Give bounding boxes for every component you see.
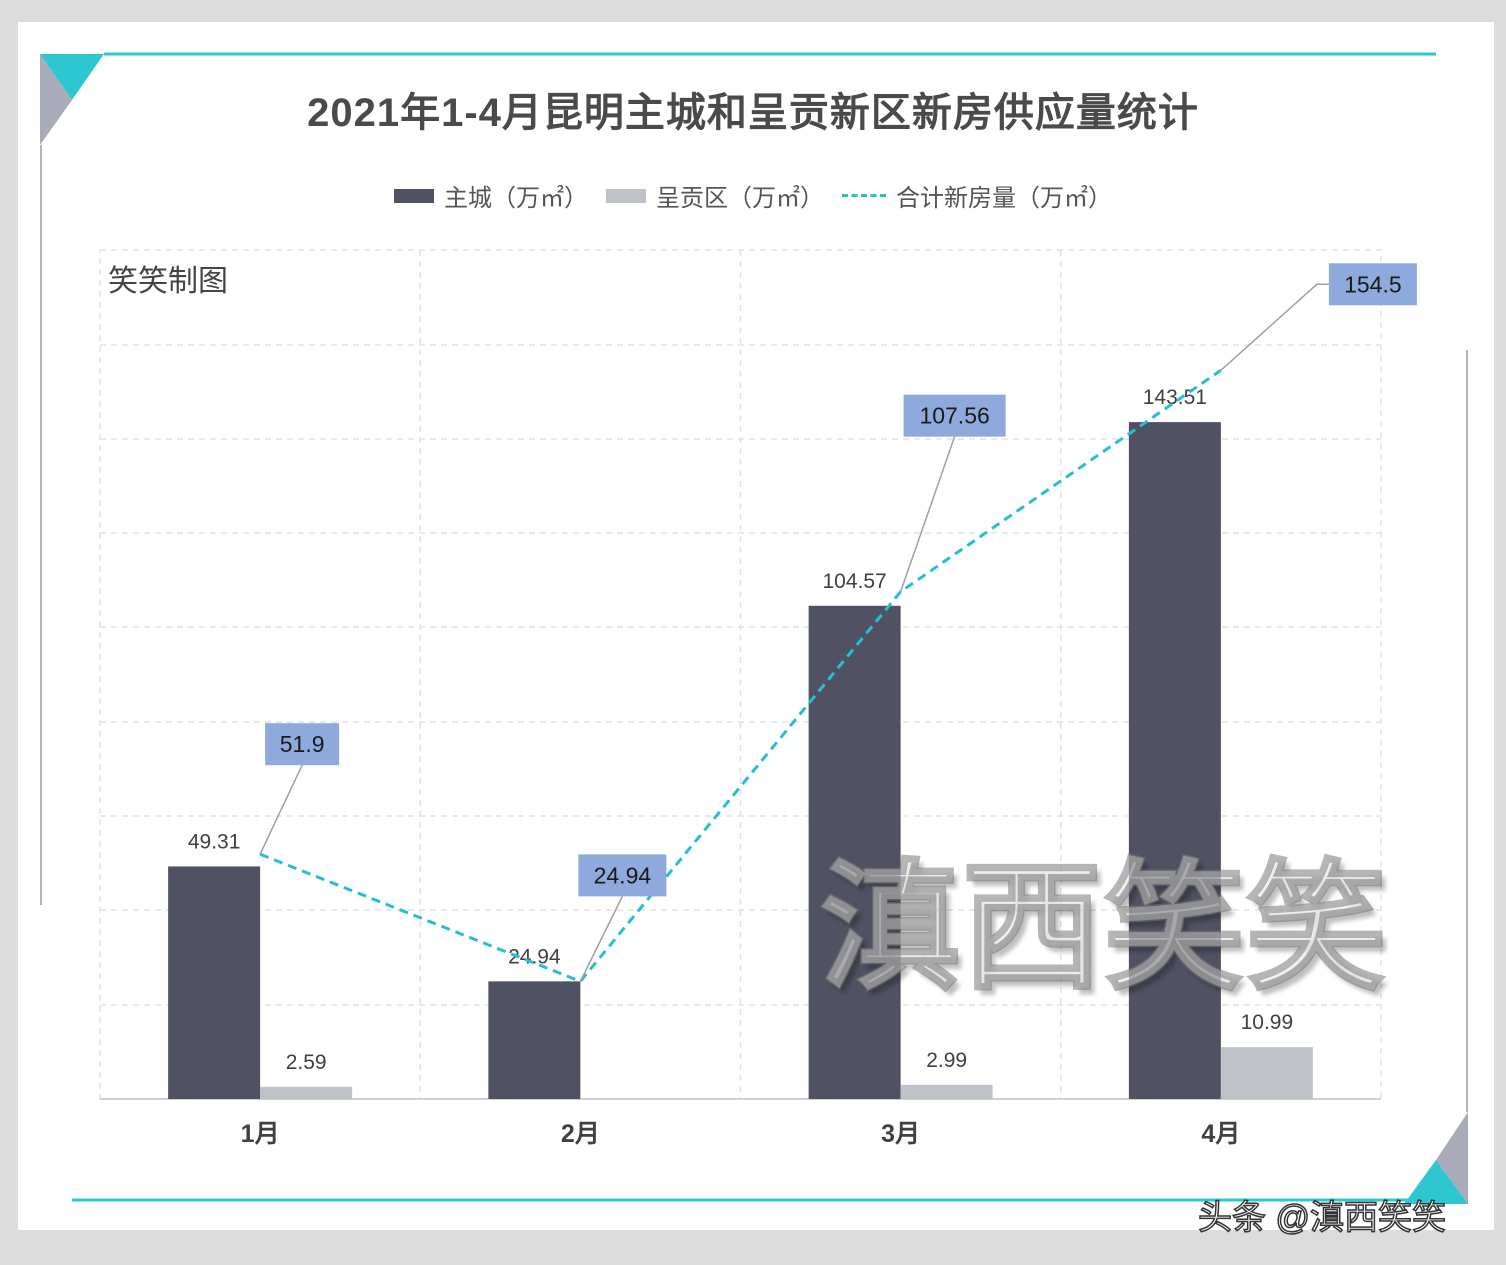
data-label-total: 51.9 xyxy=(280,731,325,757)
data-label-total: 107.56 xyxy=(919,403,989,429)
data-label-chenggong: 2.59 xyxy=(286,1051,327,1074)
total-callout-leader xyxy=(899,436,956,592)
data-label-total: 24.94 xyxy=(594,862,652,888)
bar-chenggong xyxy=(260,1086,353,1099)
bar-main xyxy=(808,605,901,1099)
x-tick-label: 3月 xyxy=(881,1120,920,1148)
top-left-teal-triangle xyxy=(40,54,104,100)
data-label-chenggong: 10.99 xyxy=(1241,1011,1294,1034)
line-total xyxy=(259,369,1222,984)
footer-credit: 头条 @滇西笑笑 xyxy=(1197,1198,1446,1238)
legend: 主城（万㎡） 呈贡区（万㎡） 合计新房量（万㎡） xyxy=(0,178,1506,213)
legend-swatch-main xyxy=(394,188,434,203)
legend-item-main: 主城（万㎡） xyxy=(394,178,588,213)
legend-label-total: 合计新房量（万㎡） xyxy=(896,185,1112,212)
legend-item-total: 合计新房量（万㎡） xyxy=(842,178,1112,213)
bar-main xyxy=(168,866,261,1099)
chart-title: 2021年1-4月昆明主城和呈贡新区新房供应量统计 xyxy=(307,91,1199,135)
data-label-chenggong: 2.99 xyxy=(926,1049,967,1072)
bar-chenggong xyxy=(1220,1047,1313,1099)
x-tick-label: 2月 xyxy=(561,1120,600,1148)
legend-label-main: 主城（万㎡） xyxy=(444,185,588,212)
data-label-main: 143.51 xyxy=(1143,386,1207,409)
total-callout-box xyxy=(903,394,1006,437)
legend-swatch-chenggong xyxy=(606,188,646,203)
legend-item-chenggong: 呈贡区（万㎡） xyxy=(606,178,824,213)
legend-swatch-total xyxy=(842,194,886,197)
top-left-gray-triangle xyxy=(40,54,72,145)
total-callout-box xyxy=(578,854,667,897)
total-callout-box xyxy=(265,723,340,766)
bar-main xyxy=(1128,422,1221,1099)
data-label-main: 24.94 xyxy=(508,945,561,968)
total-callout-leader xyxy=(259,764,303,855)
total-callout-leader xyxy=(579,896,624,982)
total-callout-leader xyxy=(1220,283,1329,371)
bar-main xyxy=(488,981,581,1099)
chart-card xyxy=(40,54,1468,1204)
data-label-main: 49.31 xyxy=(188,830,241,853)
bar-chenggong xyxy=(900,1084,993,1099)
legend-label-chenggong: 呈贡区（万㎡） xyxy=(656,185,824,212)
data-label-main: 104.57 xyxy=(823,570,887,593)
bottom-right-gray-triangle xyxy=(1436,1112,1468,1204)
total-callout-box xyxy=(1328,263,1417,306)
x-tick-label: 4月 xyxy=(1201,1120,1240,1148)
x-tick-label: 1月 xyxy=(241,1120,280,1148)
watermark-center: 滇西笑笑 xyxy=(818,848,1389,1008)
watermark-corner: 笑笑制图 xyxy=(108,265,228,298)
data-label-total: 154.5 xyxy=(1344,271,1402,297)
bottom-right-teal-triangle xyxy=(1404,1160,1468,1204)
